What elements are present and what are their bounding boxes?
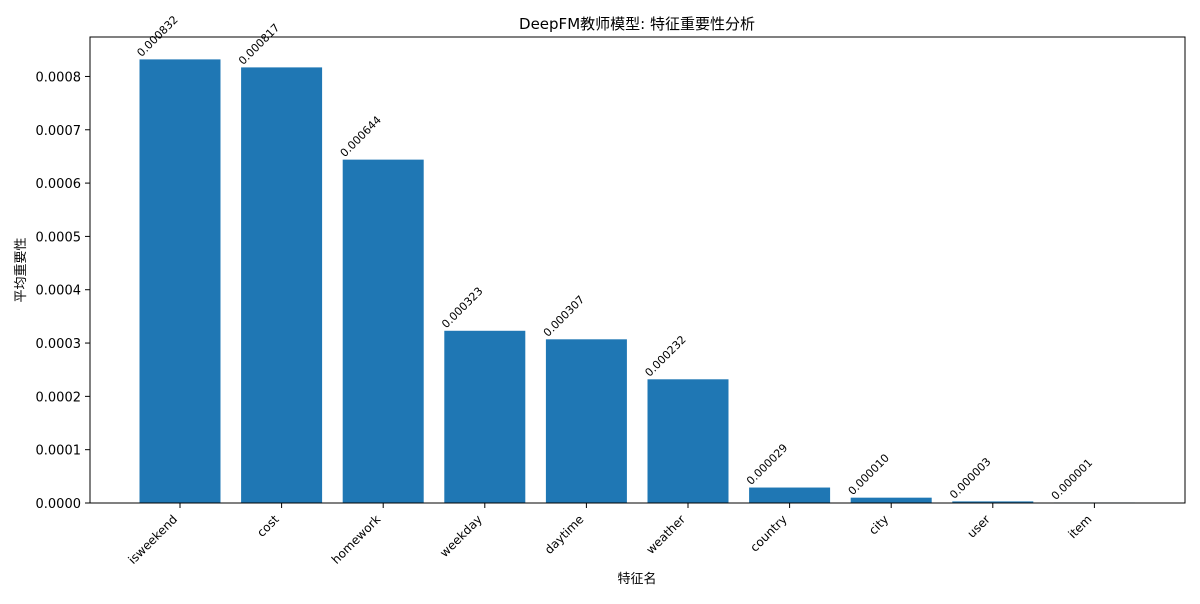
x-tick-label: cost	[254, 512, 282, 540]
x-ticks-group: isweekend cost homework weekday daytime weath…	[125, 503, 1095, 567]
bars-group	[139, 59, 1135, 503]
x-tick-label: weekday	[437, 512, 485, 560]
bar	[749, 487, 831, 503]
y-tick-label: 0.0001	[36, 444, 82, 459]
data-label: 0.000029	[744, 441, 790, 487]
bar	[850, 497, 932, 503]
chart-title: DeepFM教师模型: 特征重要性分析	[519, 15, 755, 33]
y-tick-label: 0.0006	[36, 177, 82, 192]
bar	[647, 379, 729, 503]
data-label: 0.000832	[134, 13, 180, 59]
data-label: 0.000644	[338, 113, 384, 159]
bar	[444, 330, 526, 503]
data-label: 0.000232	[642, 333, 688, 379]
y-tick-label: 0.0003	[36, 337, 82, 352]
x-axis-label: 特征名	[617, 571, 656, 587]
data-label: 0.000817	[236, 21, 282, 67]
y-ticks-group: 0.0000 0.0001 0.0002 0.0003 0.0004 0.0005 0.00…	[36, 70, 90, 512]
bar	[241, 67, 323, 503]
y-tick-label: 0.0007	[36, 124, 82, 139]
data-label: 0.000001	[1049, 456, 1095, 502]
bar	[139, 59, 221, 503]
y-tick-label: 0.0005	[36, 230, 82, 245]
x-tick-label: homework	[329, 512, 384, 567]
x-tick-label: city	[866, 512, 891, 537]
plot-frame	[89, 36, 1186, 504]
y-axis-label: 平均重要性	[13, 237, 29, 302]
x-tick-label: isweekend	[125, 512, 180, 567]
bar	[952, 501, 1034, 503]
y-tick-label: 0.0000	[36, 497, 82, 512]
y-tick-label: 0.0004	[36, 284, 82, 299]
bar	[545, 339, 627, 503]
x-tick-label: country	[747, 512, 789, 554]
x-tick-label: user	[965, 512, 993, 540]
y-tick-label: 0.0008	[36, 70, 82, 85]
data-label: 0.000003	[947, 455, 993, 501]
data-label: 0.000010	[846, 451, 892, 497]
data-label: 0.000307	[541, 293, 587, 339]
x-tick-label: daytime	[542, 512, 587, 557]
y-tick-label: 0.0002	[36, 390, 82, 405]
bar	[342, 159, 424, 503]
data-label: 0.000323	[439, 285, 485, 331]
x-tick-label: weather	[643, 512, 688, 557]
x-tick-label: item	[1065, 512, 1094, 541]
